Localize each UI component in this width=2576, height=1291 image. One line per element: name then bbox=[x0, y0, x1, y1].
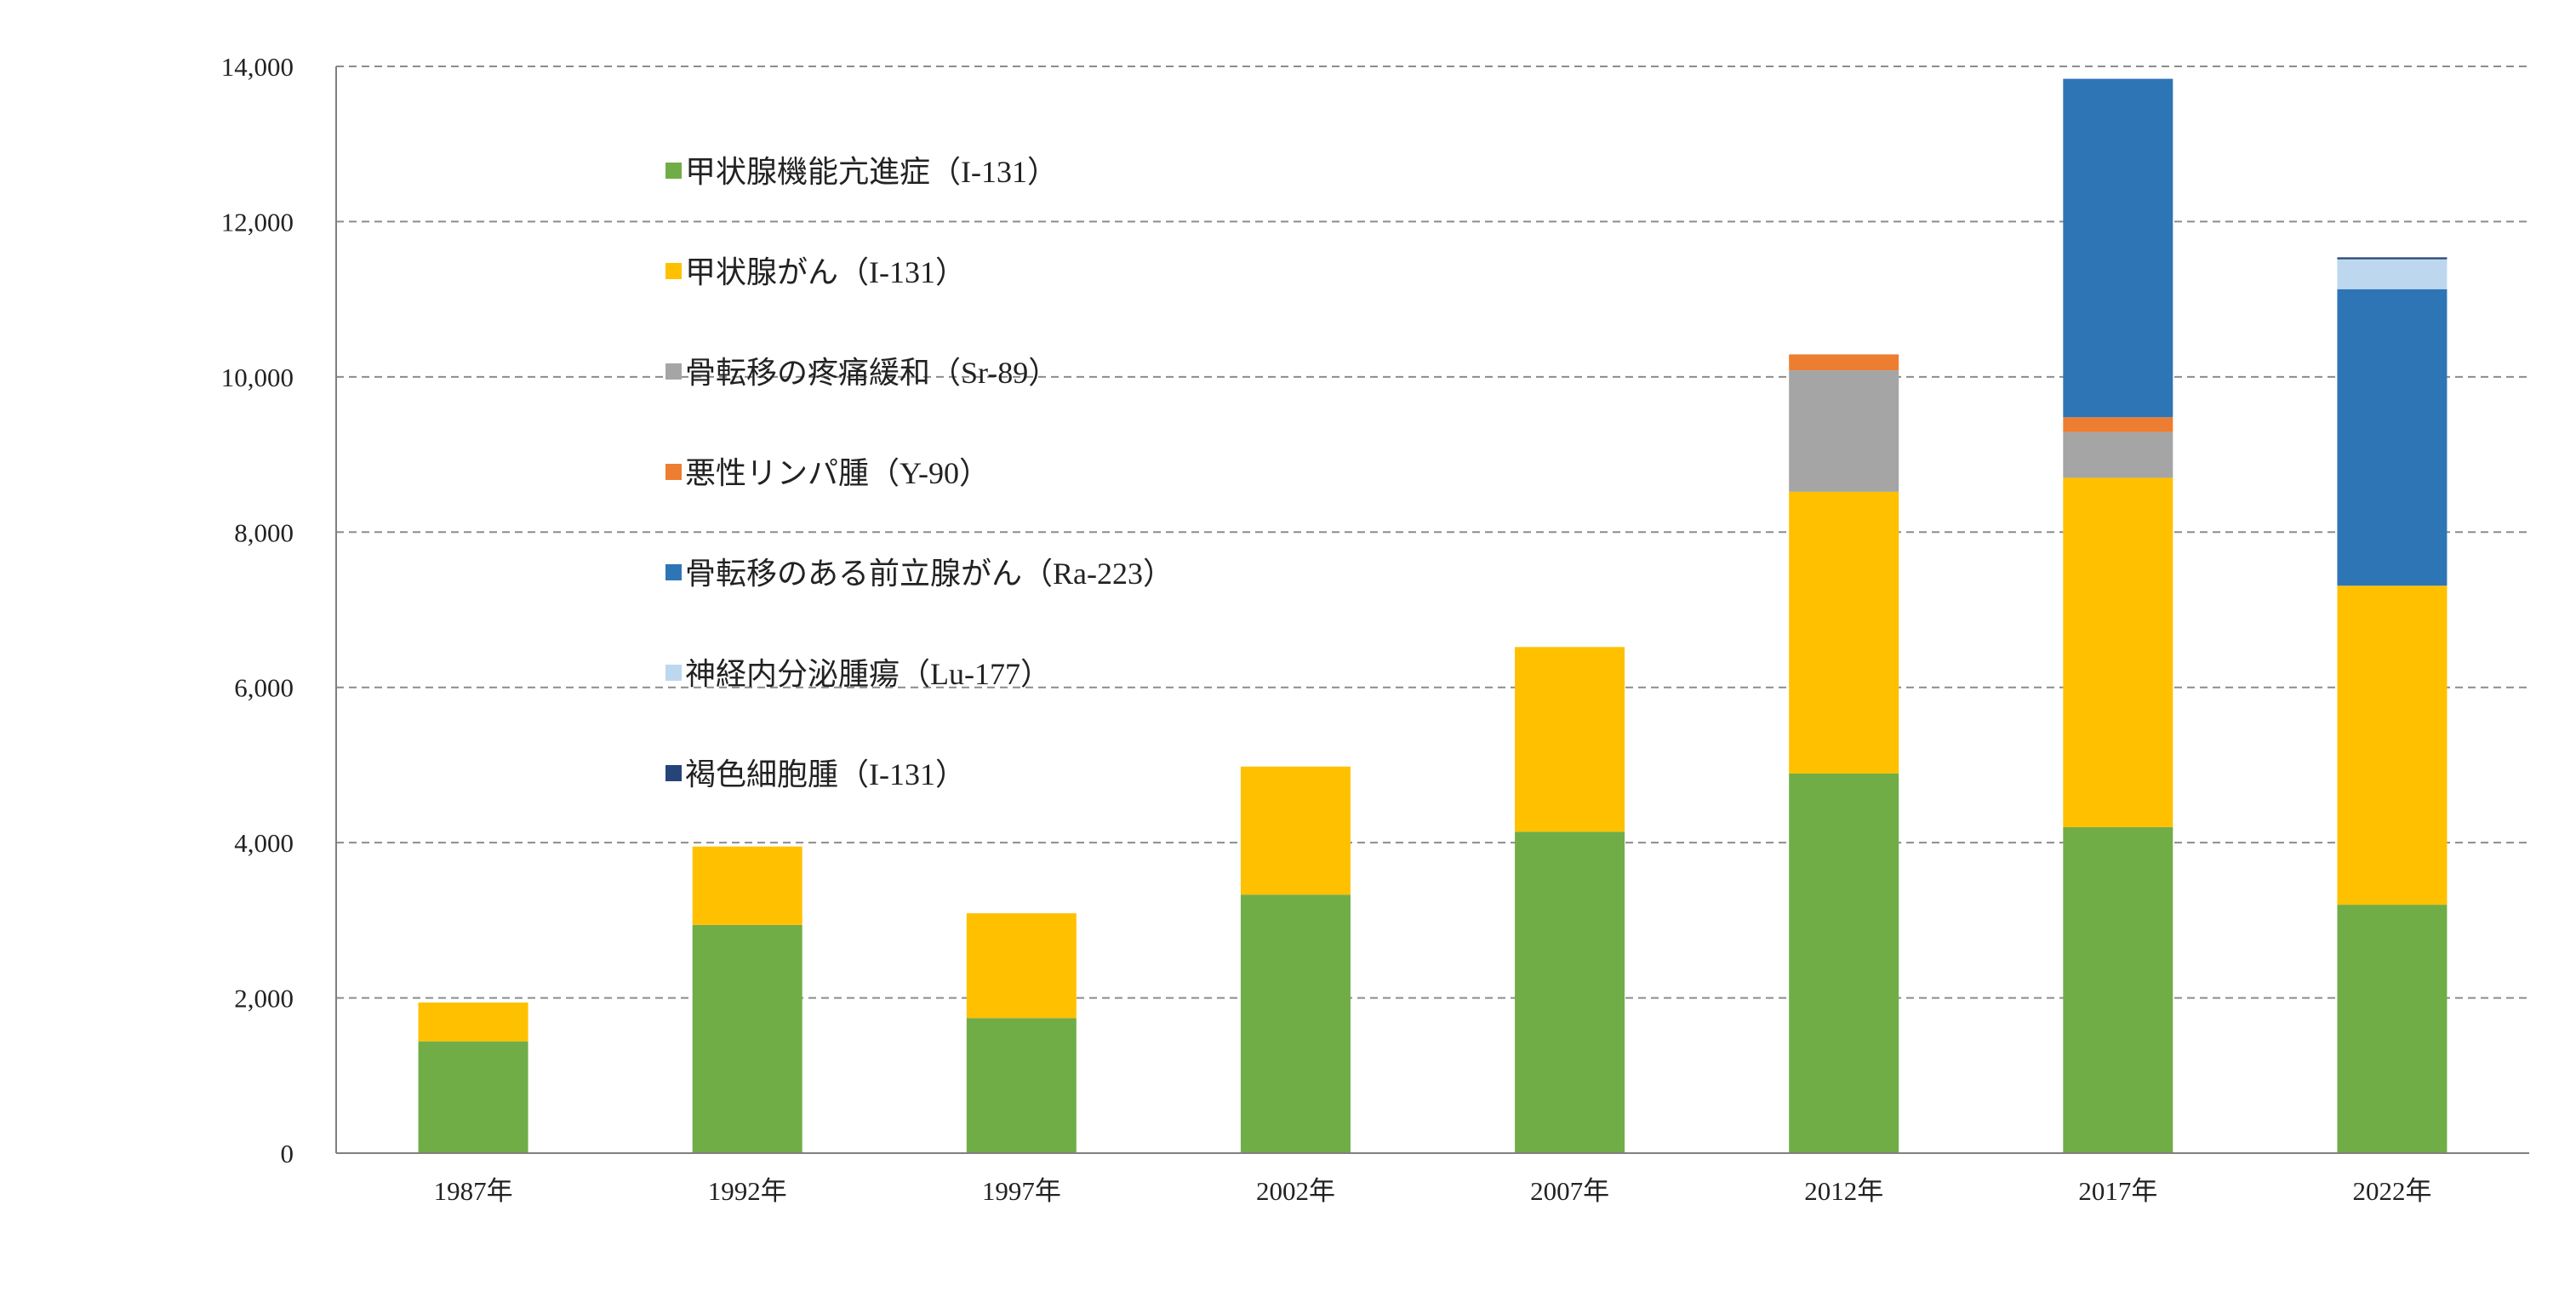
bars bbox=[418, 78, 2447, 1153]
bar-segment bbox=[966, 1018, 1077, 1153]
bar-segment bbox=[2337, 586, 2447, 905]
legend-label: 骨転移のある前立腺がん（Ra-223） bbox=[685, 557, 1174, 591]
legend-swatch bbox=[665, 665, 682, 681]
legend: 甲状腺機能亢進症（I-131） 甲状腺がん（I-131） 骨転移の疼痛緩和（Sr-8… bbox=[665, 155, 1174, 791]
x-tick-label: 2007年 bbox=[1530, 1176, 1609, 1206]
bar-segment bbox=[418, 1041, 528, 1153]
x-tick-labels: 1987年 1992年 1997年 2002年 2007年 2012年 2017年 2022年 bbox=[434, 1176, 2432, 1206]
bar-segment bbox=[966, 913, 1077, 1019]
bar-segment bbox=[2063, 431, 2173, 478]
legend-swatch bbox=[665, 363, 682, 380]
y-tick-label: 6,000 bbox=[234, 673, 294, 703]
bar-segment bbox=[1240, 894, 1351, 1153]
legend-swatch bbox=[665, 263, 682, 279]
bar-segment bbox=[2063, 826, 2173, 1153]
legend-label: 甲状腺がん（I-131） bbox=[685, 255, 966, 289]
y-tick-label: 2,000 bbox=[234, 984, 294, 1014]
y-tick-label: 8,000 bbox=[234, 517, 294, 547]
x-tick-label: 1987年 bbox=[434, 1176, 513, 1206]
x-tick-label: 2017年 bbox=[2078, 1176, 2157, 1206]
bar-segment bbox=[418, 1003, 528, 1042]
legend-swatch bbox=[665, 464, 682, 480]
x-tick-label: 1997年 bbox=[982, 1176, 1061, 1206]
bar-segment bbox=[2063, 78, 2173, 418]
legend-label: 褐色細胞腫（I-131） bbox=[685, 757, 966, 791]
x-tick-label: 2012年 bbox=[1804, 1176, 1883, 1206]
x-tick-label: 1992年 bbox=[708, 1176, 787, 1206]
y-tick-label: 14,000 bbox=[221, 52, 294, 82]
axes bbox=[335, 66, 2529, 1154]
bar-segment bbox=[1789, 491, 1899, 774]
bar-segment bbox=[1515, 831, 1625, 1153]
legend-swatch bbox=[665, 765, 682, 781]
legend-label: 骨転移の疼痛緩和（Sr-89） bbox=[685, 356, 1059, 390]
x-tick-label: 2022年 bbox=[2352, 1176, 2431, 1206]
y-tick-labels: 0 2,000 4,000 6,000 8,000 10,000 12,000 14,000 bbox=[221, 52, 294, 1168]
y-tick-label: 12,000 bbox=[221, 207, 294, 237]
legend-label: 神経内分泌腫瘍（Lu-177） bbox=[685, 657, 1051, 691]
bar-segment bbox=[2063, 477, 2173, 827]
bar-segment bbox=[1240, 766, 1351, 895]
bar-segment bbox=[1515, 647, 1625, 832]
bar-segment bbox=[692, 924, 803, 1153]
legend-swatch bbox=[665, 163, 682, 179]
bar-segment bbox=[2337, 257, 2447, 260]
legend-label: 悪性リンパ腫（Y-90） bbox=[685, 456, 990, 490]
bar-segment bbox=[2337, 259, 2447, 289]
legend-label: 甲状腺機能亢進症（I-131） bbox=[685, 155, 1058, 189]
x-tick-label: 2002年 bbox=[1256, 1176, 1335, 1206]
bar-segment bbox=[1789, 370, 1899, 492]
bar-segment bbox=[1789, 354, 1899, 371]
bar-segment bbox=[2337, 288, 2447, 586]
gridlines bbox=[336, 66, 2529, 999]
bar-segment bbox=[692, 846, 803, 925]
bar-segment bbox=[2337, 905, 2447, 1153]
y-tick-label: 0 bbox=[281, 1139, 294, 1168]
y-tick-label: 4,000 bbox=[234, 828, 294, 858]
legend-swatch bbox=[665, 564, 682, 580]
bar-segment bbox=[2063, 417, 2173, 432]
y-tick-label: 10,000 bbox=[221, 363, 294, 392]
bar-segment bbox=[1789, 773, 1899, 1153]
